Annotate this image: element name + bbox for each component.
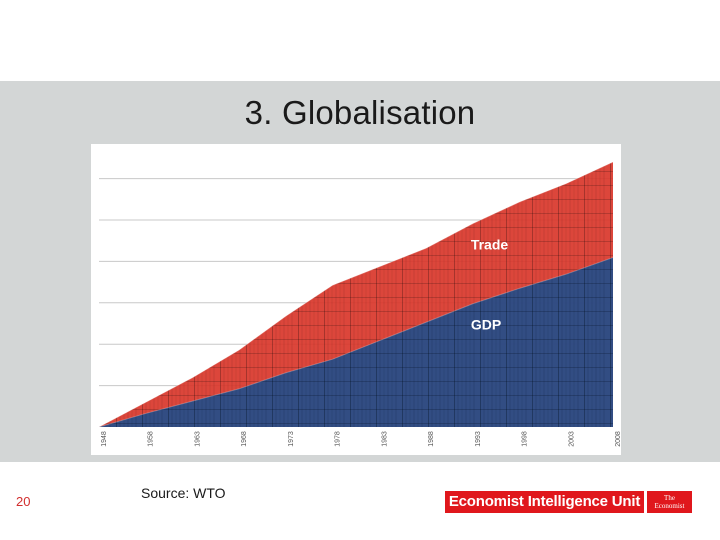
series-label-gdp: GDP (471, 317, 501, 333)
x-tick-label: 1978 (335, 431, 342, 447)
slide-title: 3. Globalisation (244, 94, 476, 131)
economist-logo-line1: The (664, 494, 675, 502)
line-trade (98, 161, 614, 428)
page-number: 20 (16, 494, 31, 509)
area-texture-gdp (99, 257, 613, 427)
x-tick-label: 1998 (522, 431, 529, 447)
chart-series-labels: Trade GDP (471, 237, 509, 333)
source-note: Source: WTO (141, 485, 226, 501)
x-tick-label: 1988 (428, 431, 435, 447)
eiu-logo: Economist Intelligence Unit (445, 491, 644, 513)
chart-areas (98, 161, 614, 428)
x-tick-label: 1963 (194, 431, 201, 447)
x-tick-label: 1948 (101, 431, 108, 447)
x-tick-label: 1983 (381, 431, 388, 447)
economist-logo: The Economist (647, 491, 692, 513)
x-tick-label: 1973 (288, 431, 295, 447)
series-label-trade: Trade (471, 237, 509, 253)
x-tick-label: 1993 (475, 431, 482, 447)
x-tick-label: 1958 (148, 431, 155, 447)
globalisation-chart: Trade GDP 1948 1958 1963 1968 1973 1978 1983 198… (91, 144, 621, 455)
chart-svg: Trade GDP 1948 1958 1963 1968 1973 1978 1983 198… (98, 161, 621, 447)
line-gdp (98, 257, 614, 428)
x-tick-label: 1968 (241, 431, 248, 447)
economist-logo-line2: Economist (654, 502, 685, 510)
x-tick-label: 2008 (615, 431, 621, 447)
chart-x-ticks: 1948 1958 1963 1968 1973 1978 1983 1988 1993 1998… (101, 431, 621, 447)
x-tick-label: 2003 (568, 431, 575, 447)
